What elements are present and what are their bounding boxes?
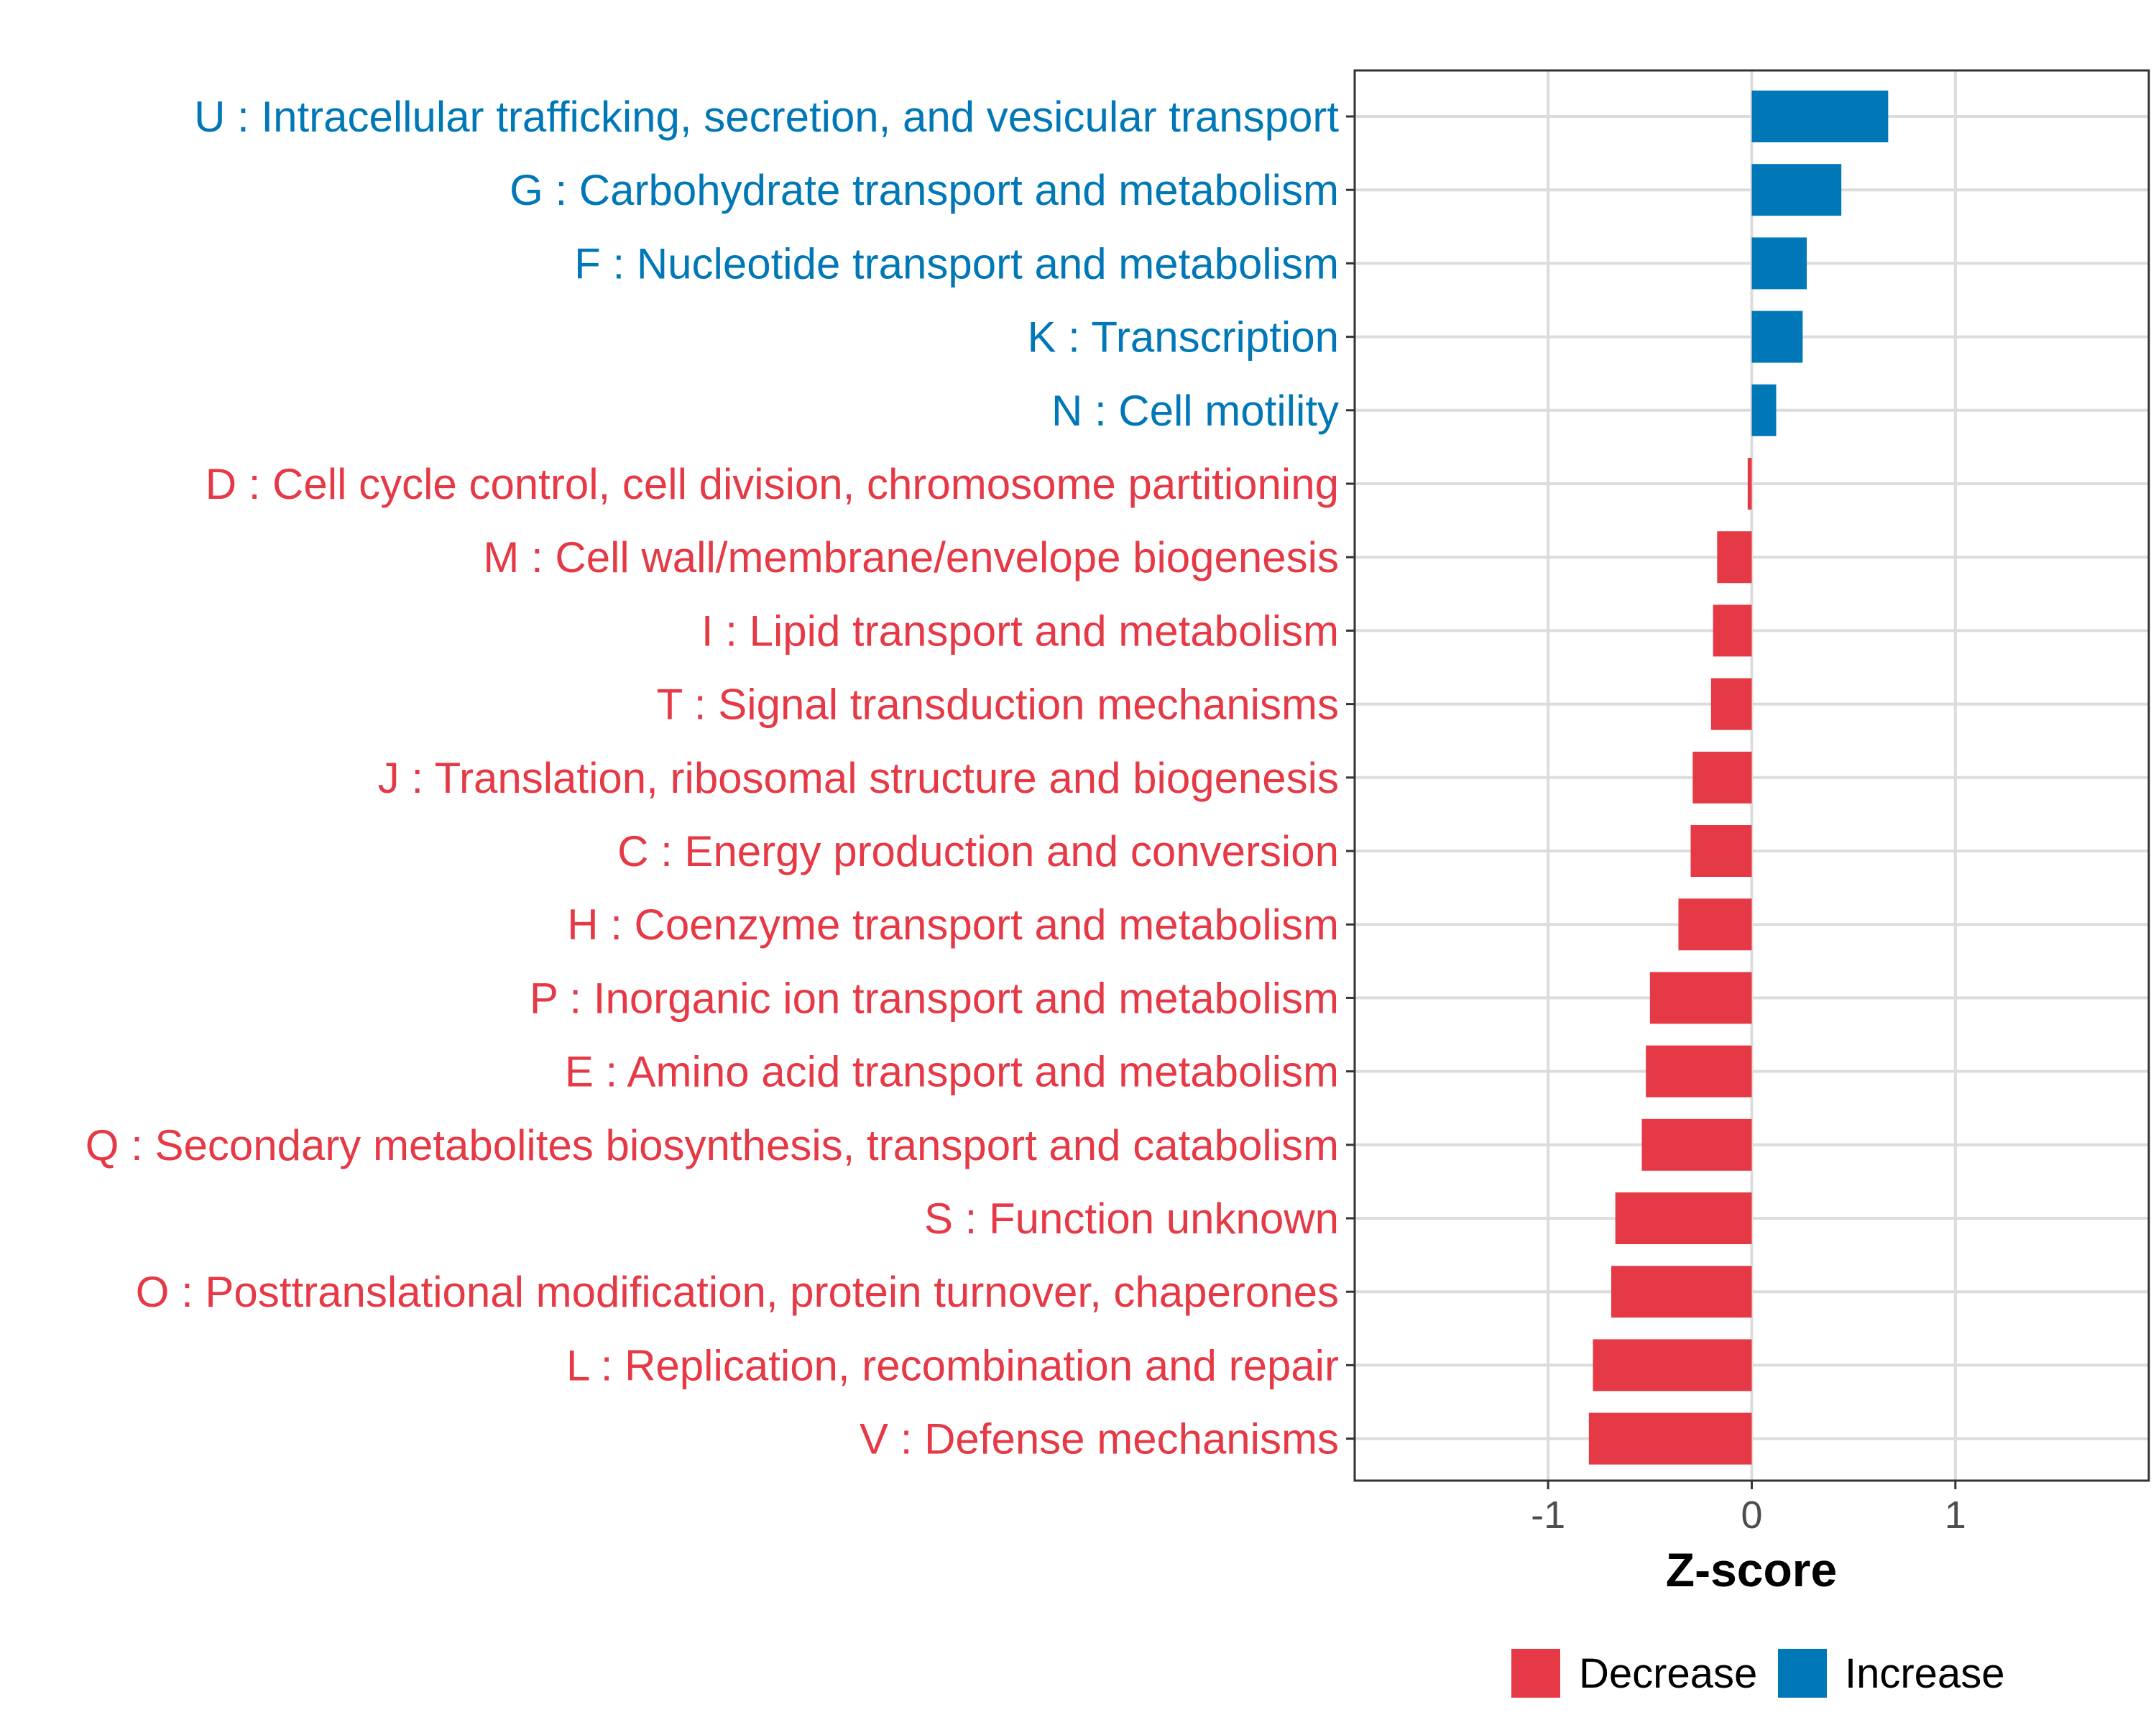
bars [1588,91,1889,1465]
bar [1710,678,1752,730]
category-label: V : Defense mechanisms [860,1415,1339,1463]
bar [1649,972,1752,1024]
legend-label: Decrease [1579,1650,1757,1697]
bar [1717,531,1752,584]
x-tick-label: -1 [1531,1494,1565,1537]
bar [1611,1266,1752,1318]
legend: Decrease Increase [1511,1649,2004,1698]
category-label: I : Lipid transport and metabolism [701,607,1339,655]
bar [1751,310,1803,363]
category-label: S : Function unknown [924,1195,1339,1243]
bar [1713,604,1752,657]
category-label: L : Replication, recombination and repai… [566,1341,1339,1389]
bar [1646,1045,1752,1098]
bar [1751,237,1807,290]
legend-key [1511,1649,1560,1698]
bar [1692,751,1752,804]
bar [1588,1412,1752,1465]
category-label: N : Cell motility [1051,387,1339,435]
x-tick-label: 1 [1945,1494,1966,1537]
bar [1615,1192,1752,1244]
category-label: H : Coenzyme transport and metabolism [567,901,1339,949]
bar [1751,384,1777,436]
category-label: Q : Secondary metabolites biosynthesis, … [86,1121,1339,1169]
category-label: U : Intracellular trafficking, secretion… [194,93,1339,141]
bar [1678,898,1752,951]
category-label: D : Cell cycle control, cell division, c… [206,460,1339,508]
bar [1747,458,1752,510]
category-label: J : Translation, ribosomal structure and… [378,754,1339,802]
category-labels: U : Intracellular trafficking, secretion… [86,93,1340,1463]
bar [1751,164,1842,216]
legend-key [1778,1649,1827,1698]
y-axis-ticks [1346,115,1355,1440]
category-label: O : Posttranslational modification, prot… [136,1268,1339,1316]
legend-label: Increase [1845,1650,2004,1697]
category-label: T : Signal transduction mechanisms [657,681,1339,729]
x-axis-ticks: -1 0 1 [1531,1481,1966,1537]
category-label: M : Cell wall/membrane/envelope biogenes… [483,533,1339,581]
category-label: K : Transcription [1027,313,1339,362]
category-label: E : Amino acid transport and metabolism [565,1048,1339,1096]
bar [1641,1118,1752,1171]
bar [1751,91,1889,142]
category-label: G : Carbohydrate transport and metabolis… [510,166,1339,214]
category-label: F : Nucleotide transport and metabolism [574,239,1339,288]
category-label: P : Inorganic ion transport and metaboli… [530,974,1339,1022]
bar [1690,825,1752,877]
x-tick-label: 0 [1741,1494,1762,1537]
x-axis-title: Z-score [1666,1543,1837,1596]
category-label: C : Energy production and conversion [617,827,1339,875]
bar [1593,1339,1752,1392]
